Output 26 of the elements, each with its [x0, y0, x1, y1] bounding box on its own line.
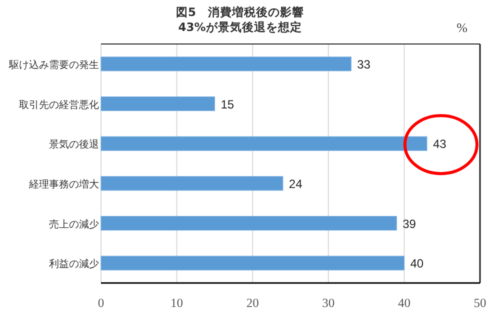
y-tick-label: 売上の減少 — [49, 218, 99, 230]
x-tick-label: 30 — [322, 296, 335, 310]
x-tick-label: 0 — [98, 296, 104, 310]
bar — [100, 176, 284, 191]
bar — [100, 216, 397, 231]
x-axis-title: % — [456, 20, 468, 35]
data-label: 15 — [220, 97, 234, 112]
bar — [100, 256, 404, 270]
x-tick-label: 50 — [474, 296, 486, 310]
chart-title: 図5 消費増税後の影響 43%が景気後退を想定 — [176, 5, 304, 34]
bar — [100, 56, 352, 72]
x-tick-label: 20 — [246, 296, 259, 310]
y-tick-label: 景気の後退 — [49, 138, 99, 151]
y-tick-label: 経理事務の増大 — [28, 178, 99, 190]
data-label: 24 — [288, 176, 303, 191]
bar — [100, 136, 428, 151]
y-tick-label: 取引先の経営悪化 — [19, 98, 99, 111]
x-tick-label: 40 — [398, 296, 410, 310]
data-label: 43 — [432, 137, 447, 152]
data-label: 39 — [402, 216, 416, 231]
x-tick-label: 10 — [170, 296, 184, 310]
bar — [100, 96, 215, 112]
y-tick-label: 駆け込み需要の発生 — [8, 58, 99, 71]
data-label: 40 — [410, 256, 424, 271]
y-tick-label: 利益の減少 — [49, 258, 99, 270]
data-label: 33 — [357, 57, 371, 72]
